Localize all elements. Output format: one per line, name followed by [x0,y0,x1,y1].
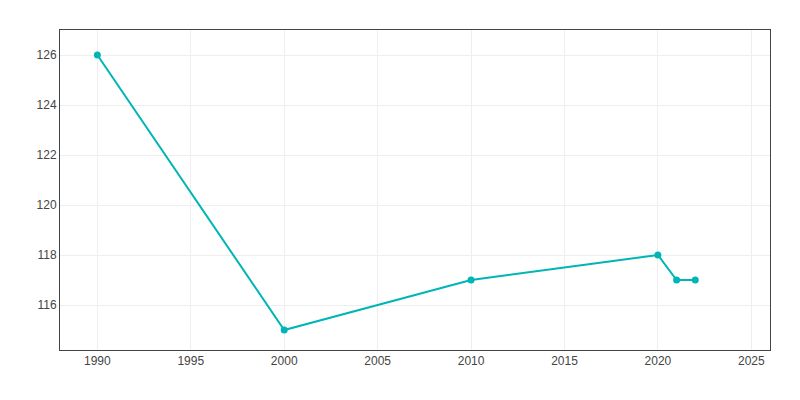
svg-text:116: 116 [37,298,56,312]
svg-text:1995: 1995 [177,354,204,368]
svg-text:2025: 2025 [738,354,765,368]
svg-text:120: 120 [37,198,57,212]
svg-text:2000: 2000 [271,354,298,368]
svg-text:2010: 2010 [458,354,485,368]
svg-text:126: 126 [37,48,57,62]
svg-text:2020: 2020 [645,354,672,368]
svg-text:124: 124 [37,98,57,112]
svg-text:122: 122 [37,148,57,162]
svg-text:2015: 2015 [551,354,578,368]
svg-text:118: 118 [37,248,56,262]
svg-text:2005: 2005 [364,354,391,368]
svg-text:1990: 1990 [84,354,111,368]
